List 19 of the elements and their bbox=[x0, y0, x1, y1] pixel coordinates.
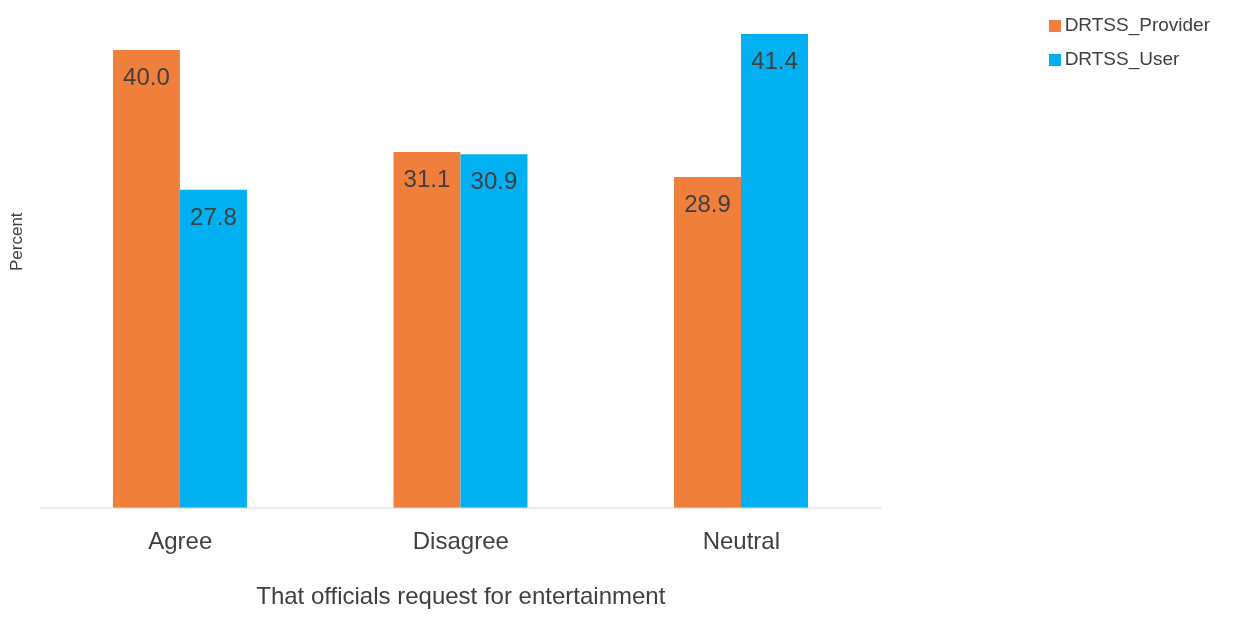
bar bbox=[179, 189, 247, 508]
bar bbox=[112, 50, 180, 508]
x-tick-label: Neutral bbox=[702, 527, 781, 555]
bar bbox=[393, 151, 461, 508]
y-axis-title: Percent bbox=[7, 212, 27, 271]
data-label: 31.1 bbox=[403, 164, 451, 192]
x-axis-title: That officials request for entertainment bbox=[256, 582, 666, 609]
data-label: 41.4 bbox=[751, 47, 798, 75]
legend-label: DRTSS_Provider bbox=[1064, 14, 1210, 35]
data-label: 27.8 bbox=[190, 202, 237, 230]
legend-label: DRTSS_User bbox=[1064, 48, 1180, 69]
bar bbox=[741, 34, 809, 508]
data-label: 28.9 bbox=[684, 190, 731, 218]
x-tick-label: Agree bbox=[148, 527, 213, 555]
data-label: 30.9 bbox=[470, 167, 518, 195]
x-tick-label: Disagree bbox=[412, 527, 509, 555]
data-label: 40.0 bbox=[123, 63, 170, 91]
bar bbox=[460, 154, 528, 508]
bar bbox=[674, 177, 742, 508]
